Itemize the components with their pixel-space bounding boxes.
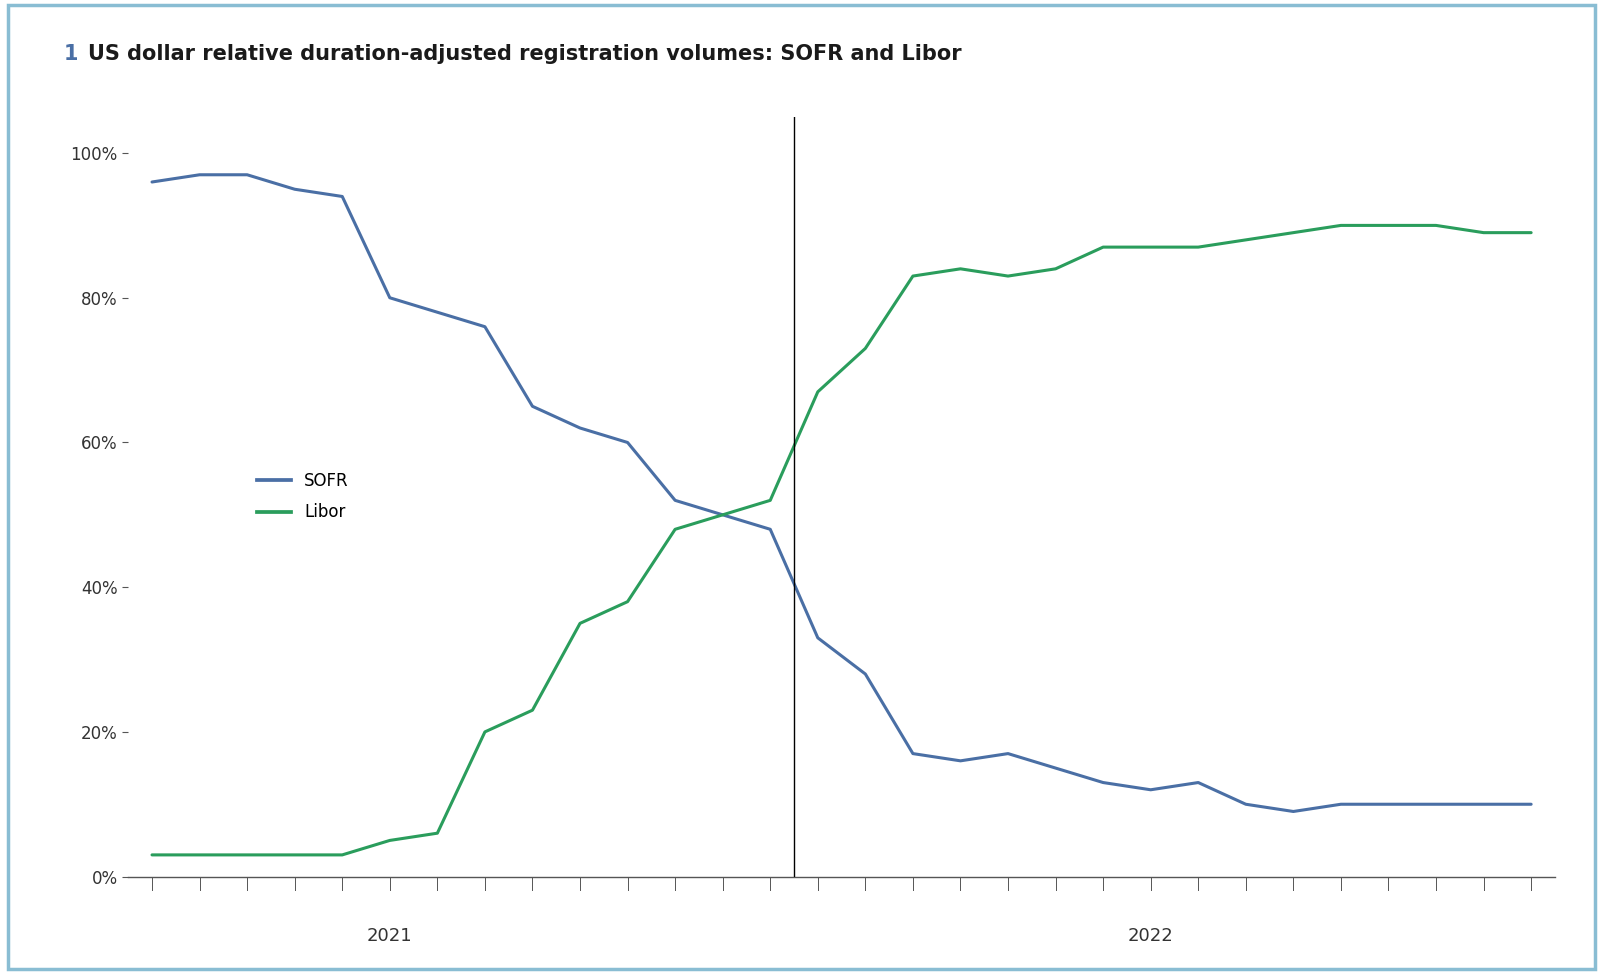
SOFR — [1427, 799, 1446, 810]
Libor — [474, 726, 494, 737]
SOFR — [1330, 799, 1350, 810]
SOFR — [237, 169, 256, 180]
SOFR — [1093, 776, 1112, 788]
SOFR — [1141, 784, 1161, 796]
Libor — [1521, 227, 1540, 239]
SOFR — [665, 495, 684, 506]
Libor — [189, 849, 208, 861]
Libor — [856, 343, 875, 355]
SOFR — [902, 748, 922, 760]
SOFR — [999, 748, 1018, 760]
SOFR — [1188, 776, 1209, 788]
Text: 2021: 2021 — [367, 927, 412, 945]
Libor — [665, 523, 684, 535]
Libor — [333, 849, 353, 861]
Libor — [1045, 263, 1064, 275]
Libor — [428, 827, 447, 839]
Line: Libor: Libor — [152, 225, 1531, 855]
SOFR — [1236, 799, 1255, 810]
Libor — [999, 270, 1018, 281]
Libor — [1379, 219, 1398, 231]
SOFR — [1045, 763, 1064, 774]
Libor — [1284, 227, 1303, 239]
Text: 2022: 2022 — [1129, 927, 1173, 945]
Libor — [1188, 242, 1209, 253]
Libor — [285, 849, 305, 861]
SOFR — [143, 176, 162, 188]
SOFR — [189, 169, 208, 180]
SOFR — [808, 632, 827, 644]
Libor — [713, 509, 733, 521]
SOFR — [713, 509, 733, 521]
Libor — [1141, 242, 1161, 253]
Libor — [1093, 242, 1112, 253]
Libor — [237, 849, 256, 861]
Text: US dollar relative duration-adjusted registration volumes: SOFR and Libor: US dollar relative duration-adjusted reg… — [88, 44, 962, 64]
SOFR — [1379, 799, 1398, 810]
SOFR — [571, 422, 590, 433]
SOFR — [380, 292, 399, 304]
Libor — [1236, 234, 1255, 245]
Libor — [143, 849, 162, 861]
SOFR — [1473, 799, 1492, 810]
SOFR — [856, 668, 875, 680]
SOFR — [760, 523, 779, 535]
SOFR — [1521, 799, 1540, 810]
Libor — [571, 618, 590, 629]
Text: 1: 1 — [64, 44, 79, 64]
Libor — [523, 704, 542, 716]
Libor — [617, 596, 636, 608]
SOFR — [474, 320, 494, 332]
Libor — [951, 263, 970, 275]
SOFR — [428, 307, 447, 318]
SOFR — [333, 191, 353, 203]
Libor — [902, 270, 922, 281]
SOFR — [285, 183, 305, 195]
Libor — [760, 495, 779, 506]
SOFR — [617, 436, 636, 448]
Libor — [1473, 227, 1492, 239]
SOFR — [1284, 805, 1303, 817]
Libor — [1427, 219, 1446, 231]
SOFR — [523, 400, 542, 412]
Legend: SOFR, Libor: SOFR, Libor — [250, 466, 356, 528]
Libor — [380, 835, 399, 846]
Libor — [808, 386, 827, 397]
Libor — [1330, 219, 1350, 231]
SOFR — [951, 755, 970, 767]
Line: SOFR: SOFR — [152, 174, 1531, 811]
